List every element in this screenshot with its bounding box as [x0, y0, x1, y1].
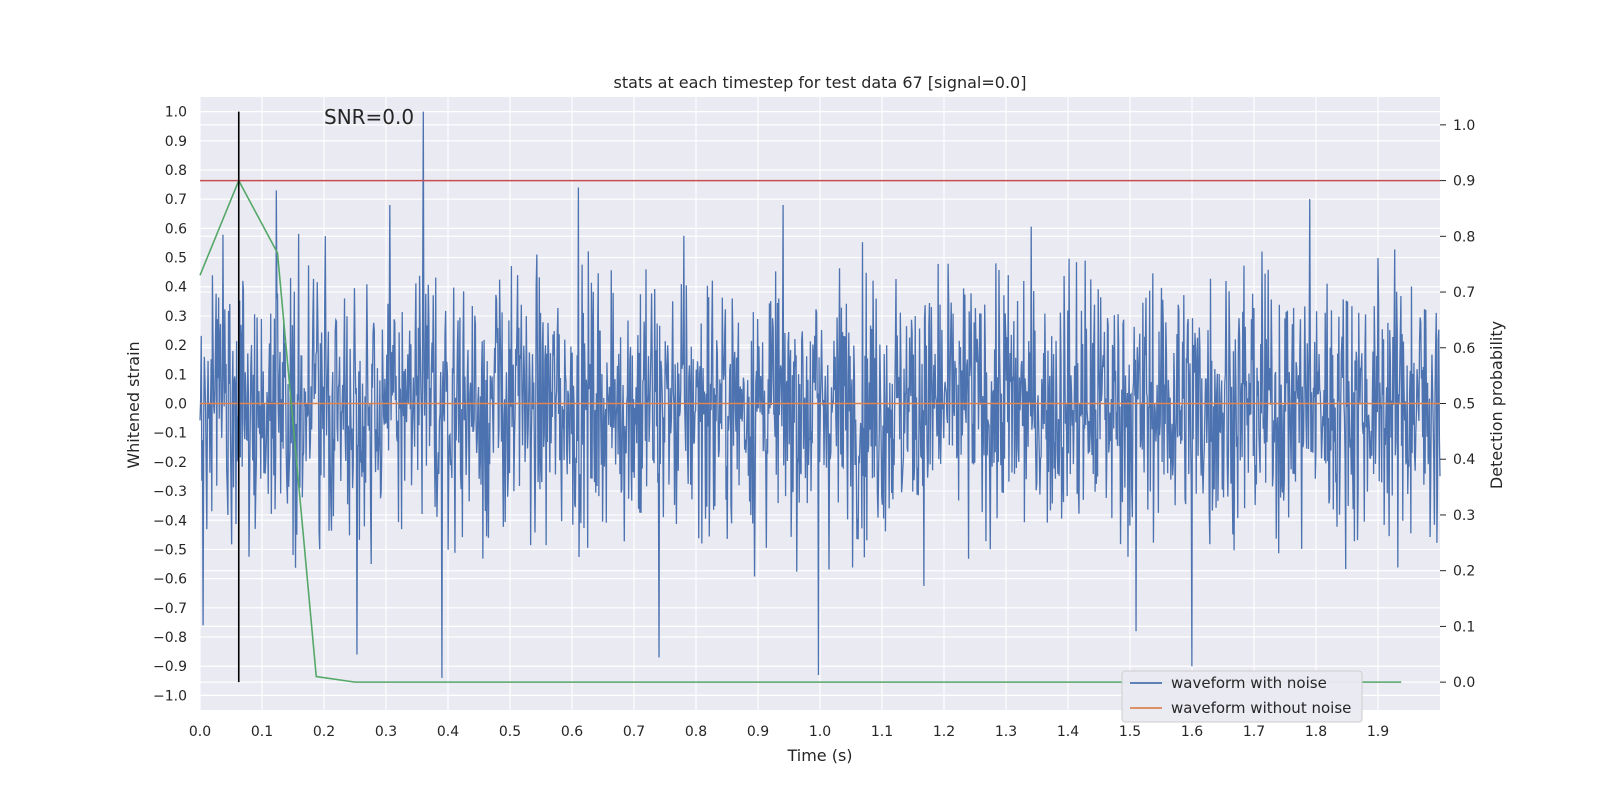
- x-tick-label: 1.8: [1305, 724, 1327, 740]
- y2-axis-label: Detection probability: [1487, 321, 1506, 489]
- y-tick-label: 0.3: [165, 309, 187, 325]
- legend: waveform with noise waveform without noi…: [1121, 670, 1363, 723]
- x-axis-label: Time (s): [786, 746, 852, 765]
- legend-label-noise: waveform with noise: [1171, 674, 1327, 692]
- y2-tick-label: 0.1: [1453, 619, 1475, 635]
- chart-title: stats at each timestep for test data 67 …: [614, 73, 1027, 92]
- x-tick-label: 0.8: [685, 724, 707, 740]
- x-tick-label: 0.2: [313, 724, 335, 740]
- y-tick-label: 0.7: [165, 192, 187, 208]
- legend-box: [1121, 670, 1363, 723]
- x-tick-label: 0.6: [561, 724, 583, 740]
- series-waveform-with-noise: [199, 111, 1441, 678]
- x-tick-label: 0.4: [437, 724, 459, 740]
- y-tick-label: 0.4: [165, 280, 187, 296]
- y2-tick-label: 0.6: [1453, 341, 1475, 357]
- x-tick-label: 0.0: [189, 724, 211, 740]
- x-tick-label: 0.3: [375, 724, 397, 740]
- y-tick-label: 0.2: [165, 338, 187, 354]
- y-tick-label: −1.0: [153, 688, 187, 704]
- y-tick-label: −0.7: [153, 601, 187, 617]
- x-tick-label: 1.5: [1119, 724, 1141, 740]
- y2-tick-label: 0.9: [1453, 174, 1475, 190]
- y2-tick-label: 0.4: [1453, 452, 1475, 468]
- x-tick-label: 1.4: [1057, 724, 1079, 740]
- x-tick-label: 1.1: [871, 724, 893, 740]
- y2-tick-label: 0.2: [1453, 564, 1475, 580]
- y2-tick-label: 0.3: [1453, 508, 1475, 524]
- x-tick-label: 1.6: [1181, 724, 1203, 740]
- x-tick-label: 1.9: [1367, 724, 1389, 740]
- x-tick-label: 1.3: [995, 724, 1017, 740]
- reference-lines: [200, 111, 1440, 683]
- y-tick-label: −0.6: [153, 572, 187, 588]
- y-tick-label: 1.0: [165, 105, 187, 121]
- y2-tick-label: 0.5: [1453, 397, 1475, 413]
- legend-label-clean: waveform without noise: [1171, 699, 1351, 717]
- x-tick-label: 1.2: [933, 724, 955, 740]
- y-tick-label: 0.8: [165, 163, 187, 179]
- y-tick-label: 0.6: [165, 221, 187, 237]
- y2-tick-label: 1.0: [1453, 118, 1475, 134]
- y-tick-label: 0.0: [165, 397, 187, 413]
- y-tick-label: 0.9: [165, 134, 187, 150]
- x-tick-label: 0.5: [499, 724, 521, 740]
- y-axis-label: Whitened strain: [124, 341, 143, 468]
- y-tick-label: 0.5: [165, 251, 187, 267]
- y2-tick-label: 0.7: [1453, 285, 1475, 301]
- x-tick-label: 0.7: [623, 724, 645, 740]
- tick-labels: 0.0 0.1 0.2 0.3 0.4 0.5 0.6 0.7 0.8 0.9 1.0 1.1 1.2 1…: [153, 105, 1475, 740]
- y2-tick-label: 0.8: [1453, 229, 1475, 245]
- y-tick-label: −0.9: [153, 659, 187, 675]
- y-tick-label: −0.8: [153, 630, 187, 646]
- y2-tick-label: 0.0: [1453, 675, 1475, 691]
- snr-annotation: SNR=0.0: [324, 105, 414, 129]
- y-tick-label: −0.2: [153, 455, 187, 471]
- y-tick-label: 0.1: [165, 367, 187, 383]
- x-tick-label: 1.7: [1243, 724, 1265, 740]
- x-tick-label: 0.9: [747, 724, 769, 740]
- y-tick-label: −0.3: [153, 484, 187, 500]
- x-tick-label: 1.0: [809, 724, 831, 740]
- y-tick-label: −0.1: [153, 426, 187, 442]
- y-tick-label: −0.5: [153, 542, 187, 558]
- y-tick-label: −0.4: [153, 513, 187, 529]
- x-tick-label: 0.1: [251, 724, 273, 740]
